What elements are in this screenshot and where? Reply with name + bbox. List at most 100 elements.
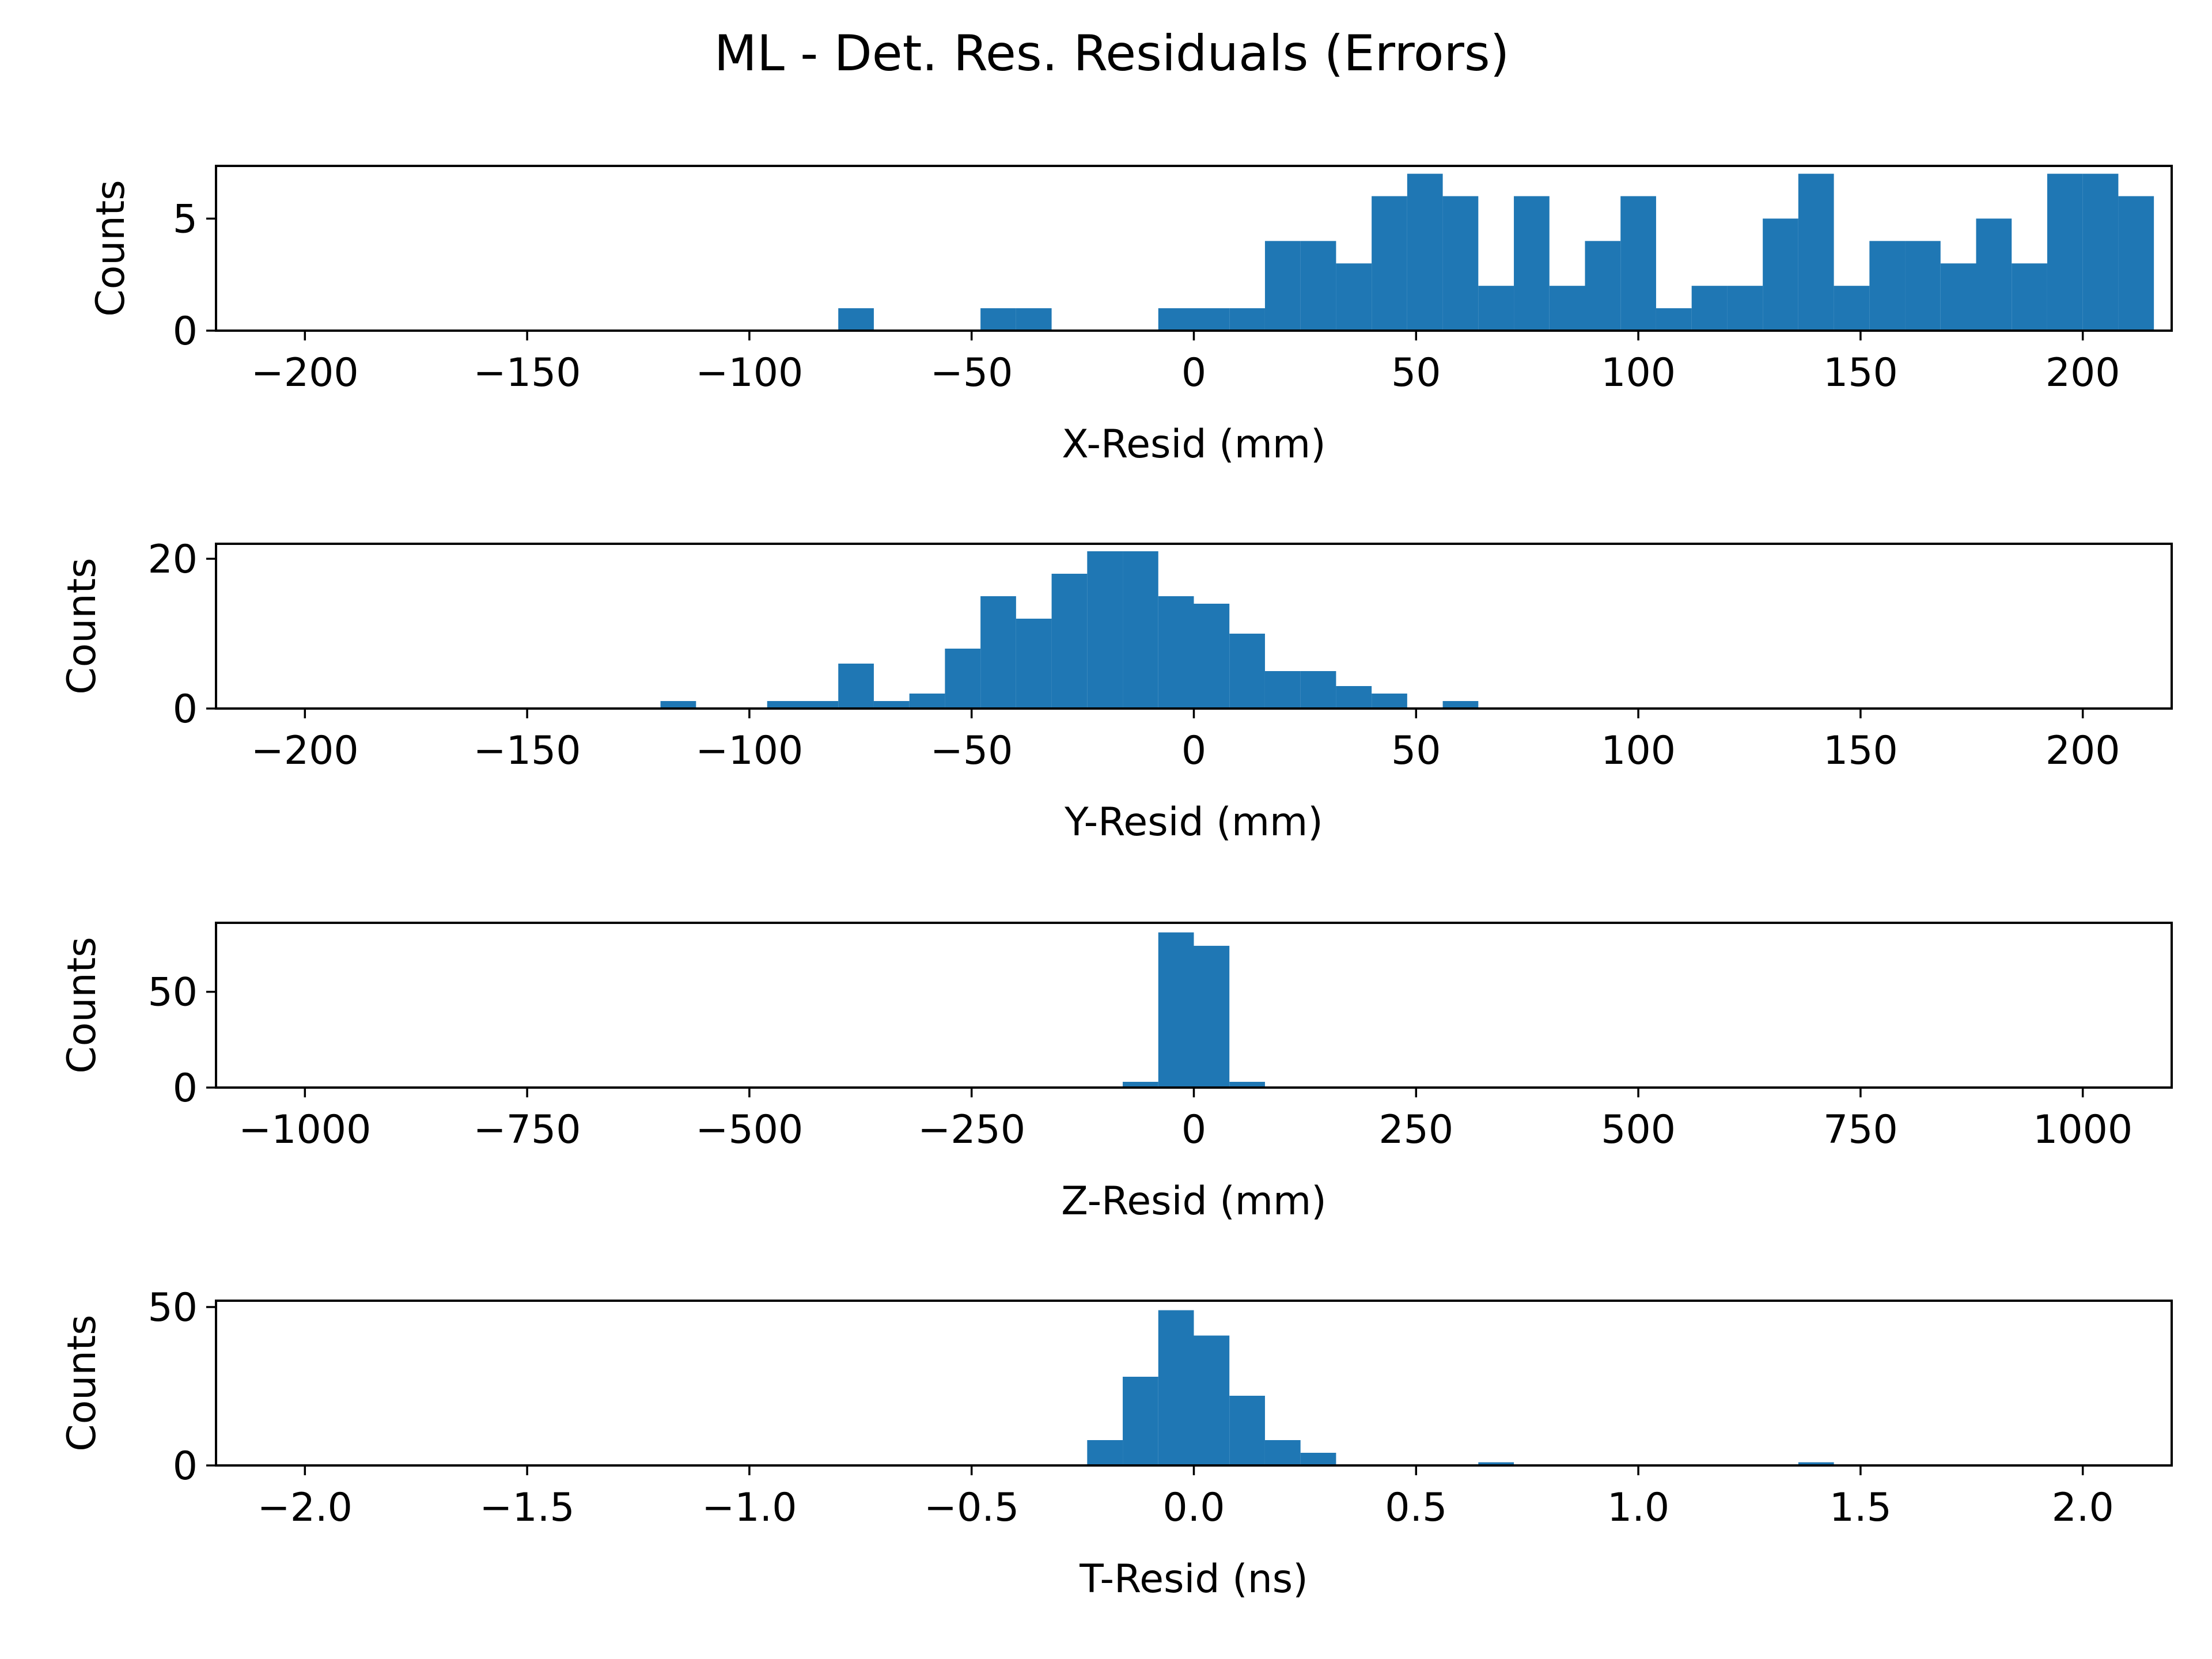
figure-title: ML - Det. Res. Residuals (Errors) <box>714 25 1510 82</box>
chart-panel-1: −200 −150 −100 −50 0 50 100 150 200 0 5 X-Resid (mm… <box>88 165 2173 467</box>
x-tick-label: 150 <box>1823 350 1898 396</box>
x-axis-label: T-Resid (ns) <box>1079 1556 1308 1602</box>
histogram-bar <box>1194 945 1230 1088</box>
chart-panel-2: −200 −150 −100 −50 0 50 100 150 200 0 20 Y-Resid (m… <box>59 537 2173 845</box>
histogram-bar <box>1300 1453 1336 1465</box>
y-tick-label: 50 <box>147 1285 198 1331</box>
x-tick-label: −250 <box>918 1107 1025 1153</box>
histogram-bar <box>802 701 839 709</box>
histogram-bar <box>945 649 981 709</box>
histogram-bar <box>1514 196 1550 331</box>
x-tick-label: −150 <box>474 728 581 774</box>
histogram-bar <box>1229 634 1265 709</box>
histogram-bar <box>1264 241 1301 331</box>
histogram-bar <box>1087 1440 1123 1465</box>
histogram-bar <box>1940 263 1976 331</box>
histogram-bar <box>1264 1440 1301 1465</box>
x-tick-label: −100 <box>696 350 804 396</box>
x-tick-label: 200 <box>2046 350 2120 396</box>
y-tick-label: 0 <box>173 309 198 354</box>
histogram-bar <box>1442 196 1479 331</box>
histogram-bar <box>1976 218 2012 331</box>
x-tick-label: 0.0 <box>1162 1485 1225 1531</box>
histogram-bar <box>1798 1462 1834 1465</box>
x-tick-label: −200 <box>251 350 359 396</box>
histogram-bar <box>1158 308 1194 331</box>
y-tick-label: 0 <box>173 687 198 732</box>
histogram-bar <box>2118 196 2154 331</box>
x-axis-label: Y-Resid (mm) <box>1064 800 1323 845</box>
histogram-bar <box>1123 1082 1158 1088</box>
y-tick-label: 0 <box>173 1066 198 1111</box>
y-axis-label: Counts <box>59 558 105 694</box>
x-tick-label: 1.5 <box>1830 1485 1892 1531</box>
histogram-bar <box>1264 671 1301 709</box>
chart-panel-4: −2.0 −1.5 −1.0 −0.5 0.0 0.5 1.0 1.5 2.0 0 50 T-Resi… <box>59 1285 2173 1602</box>
histogram-bar <box>1656 308 1692 331</box>
histogram-bar <box>980 596 1016 709</box>
histogram-bar <box>1087 551 1123 709</box>
x-tick-label: 0 <box>1181 1107 1206 1153</box>
histogram-bar <box>1158 596 1194 709</box>
histogram-bar <box>1158 932 1194 1088</box>
histogram-bar <box>1620 196 1656 331</box>
x-tick-label: −50 <box>930 728 1013 774</box>
x-tick-label: 500 <box>1601 1107 1676 1153</box>
histogram-bar <box>838 664 874 709</box>
histogram-bar <box>1372 196 1407 331</box>
y-axis-label: Counts <box>88 180 134 316</box>
histogram-bar <box>1869 241 1906 331</box>
histogram-bar <box>1478 286 1514 331</box>
x-tick-label: 750 <box>1823 1107 1898 1153</box>
x-axis-label: X-Resid (mm) <box>1062 422 1325 467</box>
x-tick-label: −500 <box>696 1107 804 1153</box>
histogram-bar <box>1194 604 1230 709</box>
y-tick-label: 0 <box>173 1444 198 1489</box>
x-tick-label: 1.0 <box>1607 1485 1669 1531</box>
histogram-bar <box>1016 308 1052 331</box>
x-tick-label: 50 <box>1391 728 1441 774</box>
histogram-bar <box>838 308 874 331</box>
x-tick-label: 0 <box>1181 728 1206 774</box>
histogram-bar <box>660 701 696 709</box>
x-tick-label: 1000 <box>2033 1107 2133 1153</box>
histogram-bar <box>1051 574 1088 709</box>
histogram-bar <box>1194 308 1230 331</box>
x-tick-label: 150 <box>1823 728 1898 774</box>
x-tick-label: 100 <box>1601 728 1676 774</box>
chart-panel-3: −1000 −750 −500 −250 0 250 500 750 1000 0 50 Z-Resi… <box>59 922 2173 1224</box>
histogram-bar <box>1478 1462 1514 1465</box>
x-tick-label: −2.0 <box>257 1485 353 1531</box>
histogram-bar <box>1834 286 1870 331</box>
histogram-bar <box>1585 241 1621 331</box>
x-tick-label: 100 <box>1601 350 1676 396</box>
histogram-bar <box>1905 241 1941 331</box>
x-tick-label: −1.5 <box>480 1485 575 1531</box>
histogram-bar <box>1123 1377 1158 1465</box>
histogram-bar <box>873 701 910 709</box>
histogram-bar <box>2082 173 2119 331</box>
histogram-bar <box>1123 551 1158 709</box>
x-tick-label: −1000 <box>238 1107 371 1153</box>
x-tick-label: −50 <box>930 350 1013 396</box>
x-tick-label: 50 <box>1391 350 1441 396</box>
x-tick-label: 250 <box>1378 1107 1453 1153</box>
y-tick-label: 20 <box>147 537 198 582</box>
histogram-bar <box>1300 241 1336 331</box>
histogram-bar <box>1229 1082 1265 1088</box>
y-axis-label: Counts <box>59 1315 105 1451</box>
histogram-bar <box>1763 218 1798 331</box>
x-tick-label: −100 <box>696 728 804 774</box>
y-tick-label: 5 <box>173 196 198 242</box>
histogram-bar <box>1691 286 1728 331</box>
x-tick-label: −750 <box>474 1107 581 1153</box>
histogram-bar <box>980 308 1016 331</box>
histogram-bar <box>1194 1335 1230 1465</box>
histogram-bar <box>767 701 803 709</box>
histogram-bar <box>1336 686 1372 709</box>
y-axis-label: Counts <box>59 937 105 1073</box>
histogram-bar <box>1336 263 1372 331</box>
